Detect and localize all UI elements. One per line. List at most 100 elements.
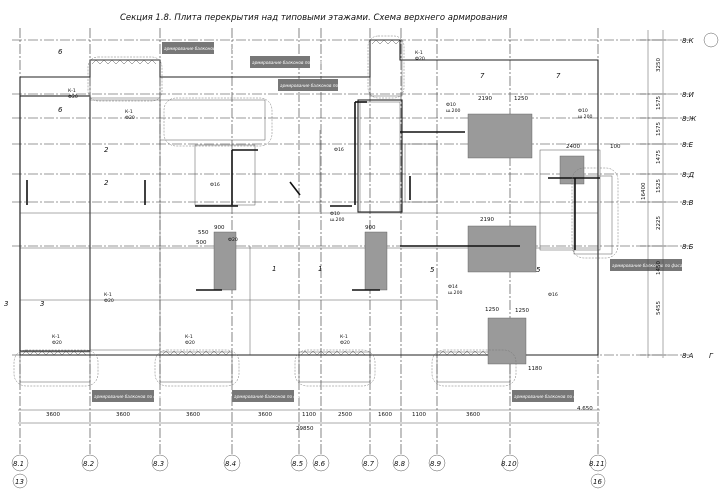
axis-label-bottom: 8.1 (13, 460, 24, 468)
bottom-dim: 3600 (186, 412, 200, 418)
balcony-clouds (13, 35, 619, 387)
right-dim: 3250 (656, 58, 662, 72)
rebar-tag: Ф20 (104, 298, 114, 304)
axis-label-right: 8.Ж (682, 115, 697, 123)
axis-label-right-extra: Г (709, 352, 714, 360)
note-tag-text: армирование балконов по фасаду (94, 394, 170, 399)
note-tags: армирование балконов по фасаду армирован… (92, 42, 688, 402)
rebar-callouts: К-1 Ф20 К-1 Ф20 К-1 Ф20 К-1 Ф20 К-1 Ф20 … (52, 50, 593, 346)
bottom-dim: 3600 (116, 412, 130, 418)
rebar-note: ш.200 (446, 108, 461, 114)
bottom-dimension-chain: 3600 3600 3600 3600 1100 2500 1600 1100 … (18, 409, 600, 432)
rebar-tag: К-1 (68, 88, 76, 94)
rebar-note: Ф10 (330, 211, 340, 217)
axis-label-bottom-extra: 13 (15, 478, 24, 486)
section-mark: 5 (536, 266, 541, 274)
hatched-zones (213, 113, 585, 365)
note-tag-text: армирование балконов по фасаду (612, 263, 688, 268)
section-mark: 1 (272, 265, 276, 273)
bottom-dim-total: 29850 (296, 426, 314, 432)
axis-label-right: 8.К (682, 37, 695, 45)
axis-label-bottom: 8.4 (225, 460, 236, 468)
rebar-note: Ф10 (578, 108, 588, 114)
local-dim: 900 (214, 225, 225, 231)
axis-label-right: 8.И (682, 91, 695, 99)
right-dim: 1475 (656, 150, 662, 164)
section-mark: 7 (556, 72, 561, 80)
balcony-rebar-zones (19, 39, 511, 383)
bottom-dim: 1100 (412, 412, 426, 418)
drawing-title: Секция 1.8. Плита перекрытия над типовым… (120, 13, 507, 23)
rebar-tag: Ф20 (185, 340, 195, 346)
local-dim: 2190 (478, 96, 492, 102)
rebar-note: Ф16 (210, 182, 220, 188)
local-dimensions: 2190 1250 900 900 2190 1250 2400 100 125… (196, 96, 621, 412)
right-dim: 1575 (656, 122, 662, 136)
rebar-note: ш.200 (578, 114, 593, 120)
local-dim: 1250 (514, 96, 528, 102)
axis-label-bottom: 8.6 (314, 460, 326, 468)
axis-label-bottom: 8.10 (501, 460, 517, 468)
rebar-note: Ф16 (334, 147, 344, 153)
right-dim: 1450 (656, 261, 662, 275)
bottom-dim: 3600 (466, 412, 480, 418)
axis-label-bottom: 8.11 (589, 460, 605, 468)
local-dim: 500 (196, 240, 207, 246)
bottom-dim: 2500 (338, 412, 352, 418)
rebar-note: ш.200 (330, 217, 345, 223)
rebar-tag: Ф20 (52, 340, 62, 346)
axis-label-right: 8.В (682, 199, 694, 207)
rebar-tag: Ф20 (340, 340, 350, 346)
rebar-tag: К-1 (415, 50, 423, 56)
axis-label-bottom: 8.9 (430, 460, 442, 468)
right-dim: 5455 (656, 301, 662, 315)
local-dim: 1250 (515, 308, 529, 314)
rebar-note: Ф10 (446, 102, 456, 108)
section-mark: 3 (4, 300, 8, 308)
section-mark: 5 (430, 266, 435, 274)
section-mark: 2 (104, 179, 109, 187)
bottom-dim: 1600 (378, 412, 392, 418)
axis-label-bottom: 8.8 (394, 460, 406, 468)
local-dim: 900 (365, 225, 376, 231)
axis-label-right: 8.А (682, 352, 694, 360)
rebar-tag: К-1 (125, 109, 133, 115)
local-dim: 550 (198, 230, 209, 236)
right-dim: 1525 (656, 179, 662, 193)
rebar-note: Ф16 (548, 292, 558, 298)
section-mark: 6 (58, 48, 63, 56)
local-dim: 100 (610, 144, 621, 150)
rebar-tag: Ф20 (125, 115, 135, 121)
axis-label-bottom: 8.5 (292, 460, 304, 468)
local-dim: 4.650 (577, 406, 593, 412)
right-dim: 1575 (656, 96, 662, 110)
section-mark: 3 (40, 300, 44, 308)
rebar-tag: Ф20 (68, 94, 78, 100)
note-tag-text: армирование балконов по фасаду (514, 394, 590, 399)
section-mark: 6 (58, 106, 63, 114)
note-tag-text: армирование балконов по фасаду (164, 46, 240, 51)
rebar-tag: К-1 (340, 334, 348, 340)
rebar-tag: К-1 (185, 334, 193, 340)
bottom-dim: 1100 (302, 412, 316, 418)
rebar-tag: Ф20 (415, 56, 425, 62)
rebar-note: Ф14 (448, 284, 458, 290)
bottom-dim: 3600 (46, 412, 60, 418)
axis-label-bottom-extra: 16 (593, 478, 602, 486)
right-dim-total: 16400 (641, 182, 647, 200)
right-dimension-chain: 3250 1575 1575 1475 1525 2225 1450 5455 … (640, 30, 668, 358)
rebar-tag: К-1 (52, 334, 60, 340)
rebar-bars (26, 101, 600, 291)
axis-label-bottom: 8.3 (153, 460, 164, 468)
axis-label-right: 8.Б (682, 243, 694, 251)
axis-label-bottom: 8.7 (363, 460, 375, 468)
bottom-axis-bubbles: 8.1 8.2 8.3 8.4 8.5 8.6 8.7 8.8 8.9 8.10… (11, 454, 607, 489)
note-tag-text: армирование балконов по фасаду (252, 60, 328, 65)
axis-label-right: 8.Д (682, 171, 695, 179)
right-dim: 2225 (656, 216, 662, 230)
local-dim: 1180 (528, 366, 542, 372)
local-dim: 1250 (485, 307, 499, 313)
rebar-note: Ф20 (228, 237, 238, 243)
section-mark: 1 (318, 265, 322, 273)
